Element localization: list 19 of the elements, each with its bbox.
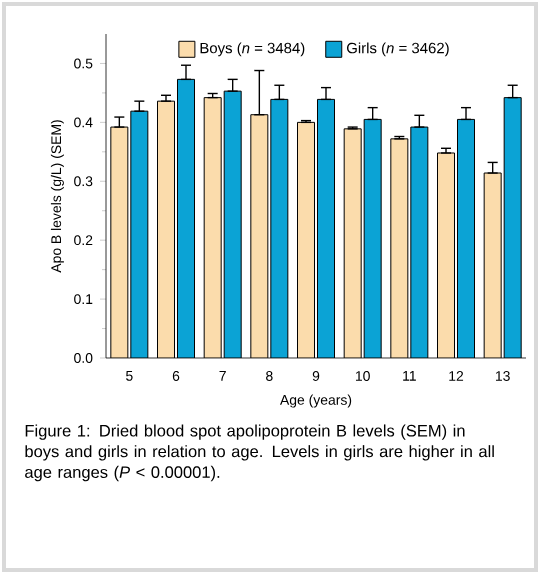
bar [483,172,502,358]
bar [344,128,362,358]
bar [437,153,455,358]
bar [177,79,195,358]
bar [410,127,428,358]
bar [250,114,268,358]
bar [204,97,222,358]
bar [457,119,475,358]
bar [224,91,242,358]
caption: Figure 1: Dried blood spot apolipoprotein B levels (SEM) in boys and girls in relation to age. Levels in girls are higher in all age ranges (P < 0.00001). [25,424,494,482]
bar [390,138,408,358]
bar [297,122,315,358]
bar [130,111,148,358]
bar [157,101,175,358]
bar [317,99,335,358]
bar [110,127,128,358]
bar [503,97,522,358]
bar [270,99,288,358]
bar [364,119,382,358]
